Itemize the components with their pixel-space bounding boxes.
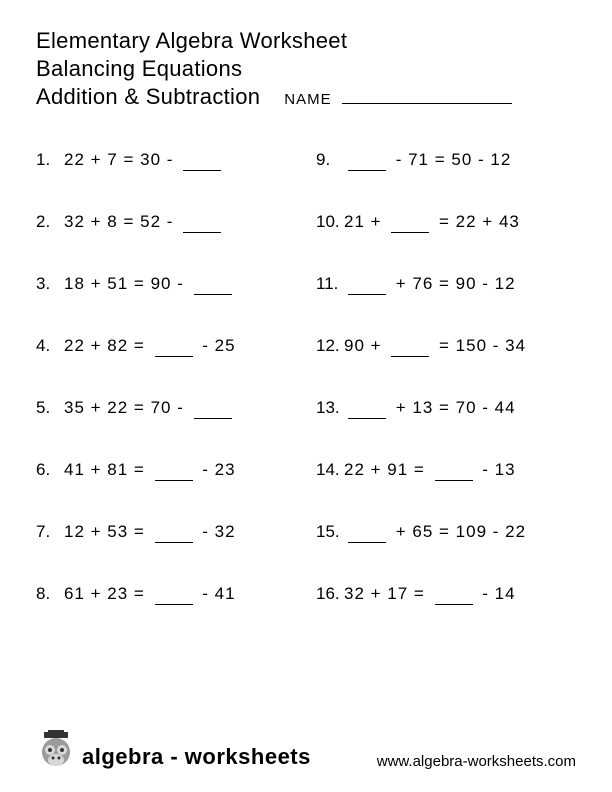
- name-blank-line[interactable]: [342, 103, 512, 104]
- equation: 18 + 51 = 90 -: [64, 274, 236, 294]
- subtitle: Balancing Equations: [36, 56, 576, 82]
- problem-row: 1. 22 + 7 = 30 -: [36, 150, 296, 212]
- problem-row: 9. - 71 = 50 - 12: [316, 150, 576, 212]
- problem-row: 15. + 65 = 109 - 22: [316, 522, 576, 584]
- answer-blank[interactable]: [155, 604, 193, 605]
- problem-number: 8.: [36, 584, 64, 604]
- equation: 22 + 91 = - 13: [344, 460, 516, 480]
- problem-number: 14.: [316, 460, 344, 480]
- problem-number: 11.: [316, 274, 344, 294]
- problem-row: 11. + 76 = 90 - 12: [316, 274, 576, 336]
- equation: + 65 = 109 - 22: [344, 522, 526, 542]
- worksheet-header: Elementary Algebra Worksheet Balancing E…: [36, 28, 576, 110]
- footer: algebra - worksheets www.algebra-workshe…: [36, 730, 576, 770]
- title: Elementary Algebra Worksheet: [36, 28, 576, 54]
- equation: 22 + 82 = - 25: [64, 336, 236, 356]
- name-label: NAME: [284, 91, 331, 108]
- problem-number: 15.: [316, 522, 344, 542]
- problem-row: 5. 35 + 22 = 70 -: [36, 398, 296, 460]
- problem-number: 1.: [36, 150, 64, 170]
- answer-blank[interactable]: [348, 170, 386, 171]
- answer-blank[interactable]: [155, 356, 193, 357]
- footer-url: www.algebra-worksheets.com: [377, 753, 576, 770]
- equation: - 71 = 50 - 12: [344, 150, 511, 170]
- answer-blank[interactable]: [348, 542, 386, 543]
- problem-number: 7.: [36, 522, 64, 542]
- problem-row: 6. 41 + 81 = - 23: [36, 460, 296, 522]
- equation: 41 + 81 = - 23: [64, 460, 236, 480]
- problem-number: 2.: [36, 212, 64, 232]
- name-field: NAME: [284, 91, 512, 109]
- problem-row: 13. + 13 = 70 - 44: [316, 398, 576, 460]
- problem-row: 14. 22 + 91 = - 13: [316, 460, 576, 522]
- answer-blank[interactable]: [391, 356, 429, 357]
- problem-number: 16.: [316, 584, 344, 604]
- problem-row: 8. 61 + 23 = - 41: [36, 584, 296, 646]
- problem-number: 10.: [316, 212, 344, 232]
- answer-blank[interactable]: [183, 170, 221, 171]
- answer-blank[interactable]: [155, 542, 193, 543]
- answer-blank[interactable]: [194, 418, 232, 419]
- problem-row: 12. 90 + = 150 - 34: [316, 336, 576, 398]
- problem-row: 10. 21 + = 22 + 43: [316, 212, 576, 274]
- answer-blank[interactable]: [194, 294, 232, 295]
- problem-row: 16. 32 + 17 = - 14: [316, 584, 576, 646]
- answer-blank[interactable]: [183, 232, 221, 233]
- problems-grid: 1. 22 + 7 = 30 - 9. - 71 = 50 - 12 2. 32 …: [36, 150, 576, 646]
- mascot-icon: [36, 730, 76, 770]
- answer-blank[interactable]: [391, 232, 429, 233]
- problem-row: 7. 12 + 53 = - 32: [36, 522, 296, 584]
- problem-number: 9.: [316, 150, 344, 170]
- answer-blank[interactable]: [155, 480, 193, 481]
- equation: + 13 = 70 - 44: [344, 398, 516, 418]
- answer-blank[interactable]: [348, 418, 386, 419]
- problem-number: 4.: [36, 336, 64, 356]
- problem-number: 12.: [316, 336, 344, 356]
- equation: 90 + = 150 - 34: [344, 336, 526, 356]
- problem-row: 4. 22 + 82 = - 25: [36, 336, 296, 398]
- equation: + 76 = 90 - 12: [344, 274, 516, 294]
- equation: 35 + 22 = 70 -: [64, 398, 236, 418]
- problem-row: 2. 32 + 8 = 52 -: [36, 212, 296, 274]
- answer-blank[interactable]: [435, 604, 473, 605]
- logo: algebra - worksheets: [36, 730, 311, 770]
- equation: 21 + = 22 + 43: [344, 212, 520, 232]
- logo-text: algebra - worksheets: [82, 744, 311, 770]
- problem-number: 5.: [36, 398, 64, 418]
- answer-blank[interactable]: [348, 294, 386, 295]
- answer-blank[interactable]: [435, 480, 473, 481]
- equation: 12 + 53 = - 32: [64, 522, 236, 542]
- problem-number: 3.: [36, 274, 64, 294]
- problem-row: 3. 18 + 51 = 90 -: [36, 274, 296, 336]
- equation: 32 + 8 = 52 -: [64, 212, 225, 232]
- topic: Addition & Subtraction: [36, 84, 260, 110]
- problem-number: 13.: [316, 398, 344, 418]
- problem-number: 6.: [36, 460, 64, 480]
- equation: 32 + 17 = - 14: [344, 584, 516, 604]
- equation: 22 + 7 = 30 -: [64, 150, 225, 170]
- equation: 61 + 23 = - 41: [64, 584, 236, 604]
